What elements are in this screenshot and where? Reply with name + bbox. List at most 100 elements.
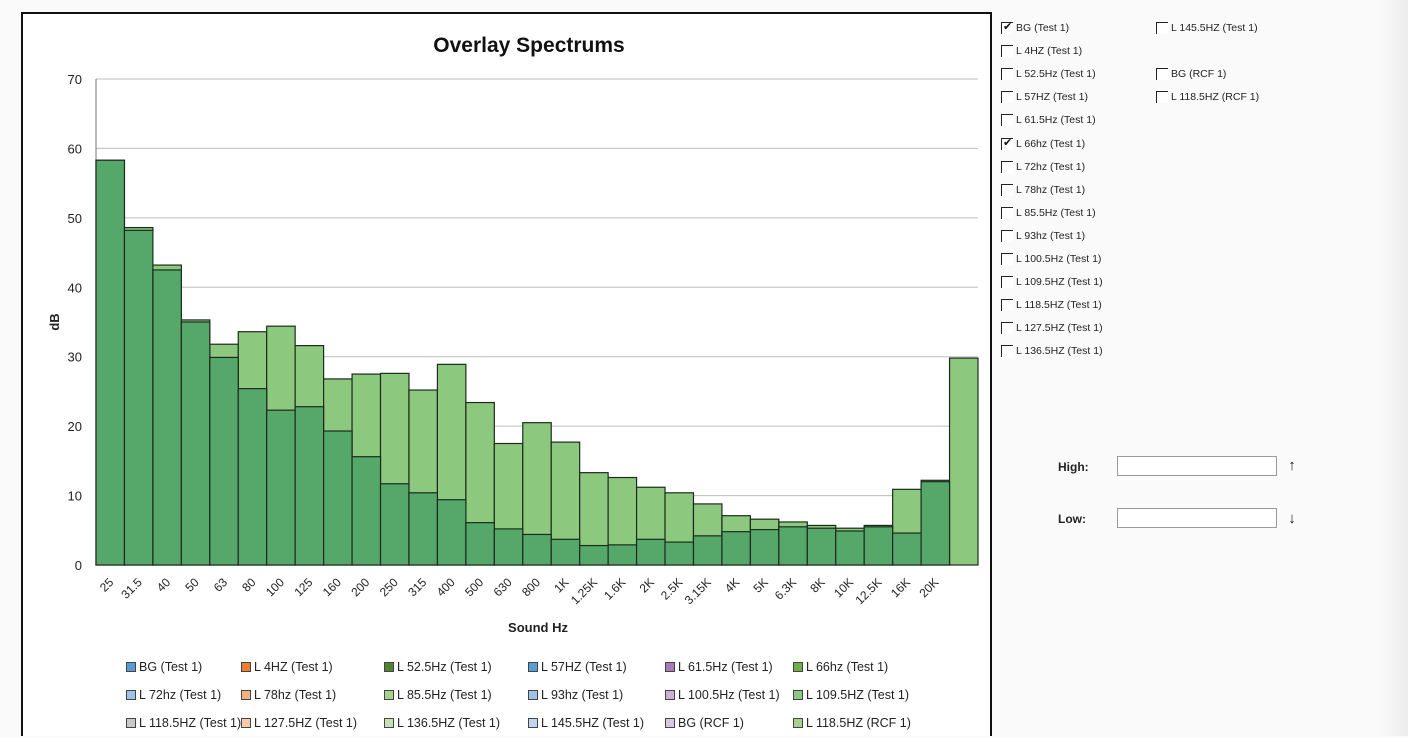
y-tick-label: 60 [68,141,82,156]
legend-swatch [528,662,538,672]
bar-0-30 [948,357,979,566]
series-checkbox[interactable]: L 109.5HZ (Test 1) [1001,276,1103,289]
bar-1-23 [749,528,780,566]
checkbox-icon[interactable] [1001,183,1013,196]
bar-1-28 [892,532,922,566]
series-checkbox[interactable]: L 61.5Hz (Test 1) [1001,114,1096,127]
checkbox-icon[interactable] [1156,22,1168,34]
legend-item: L 136.5HZ (Test 1) [384,716,500,730]
series-checkbox[interactable]: L 52.5Hz (Test 1) [1001,68,1096,81]
bar-1-11 [408,492,439,566]
legend-label: L 66hz (Test 1) [806,660,889,674]
low-input[interactable] [1117,508,1277,528]
x-tick-label: 12.5K [852,575,884,607]
legend-item: L 72hz (Test 1) [126,688,221,702]
x-tick-label: 800 [519,575,543,599]
legend-swatch [793,662,803,672]
series-checkbox-label: BG (Test 1) [1016,22,1070,34]
legend-label: L 127.5HZ (Test 1) [254,716,358,730]
y-tick-label: 10 [68,489,82,504]
series-checkbox[interactable]: BG (Test 1) [1001,20,1070,34]
series-checkbox[interactable]: L 145.5HZ (Test 1) [1156,22,1258,34]
x-tick-label: 8K [807,575,827,595]
series-checkbox[interactable]: L 100.5Hz (Test 1) [1001,253,1101,265]
legend-swatch [665,690,675,700]
checkbox-icon[interactable] [1001,322,1013,335]
checkbox-icon[interactable] [1001,206,1013,219]
legend-swatch [126,662,136,672]
series-checkbox[interactable]: L 57HZ (Test 1) [1001,91,1088,104]
checkbox-icon[interactable] [1001,91,1013,104]
bar-1-27 [863,526,894,566]
x-tick-label: 63 [211,575,231,595]
legend-item: L 61.5Hz (Test 1) [665,660,773,674]
legend-swatch [241,662,251,672]
x-tick-label: 20K [916,575,941,600]
series-checkbox[interactable]: L 127.5HZ (Test 1) [1001,322,1103,335]
legend-item: L 118.5HZ (RCF 1) [793,716,911,730]
bar-1-4 [209,356,239,566]
x-tick-label: 40 [154,575,174,595]
series-checkbox[interactable]: L 78hz (Test 1) [1001,183,1085,196]
legend-item: L 57HZ (Test 1) [528,660,627,674]
bar-1-19 [635,538,666,566]
checkbox-icon[interactable] [1001,299,1013,312]
legend-item: L 78hz (Test 1) [241,688,336,702]
legend-item: BG (Test 1) [126,660,202,674]
series-checkbox[interactable]: BG (RCF 1) [1156,68,1226,80]
bar-1-10 [379,483,410,566]
legend-swatch [793,690,803,700]
y-axis-label: dB [47,313,62,330]
series-checkbox[interactable]: L 118.5HZ (RCF 1) [1156,91,1259,103]
bar-1-24 [778,526,808,566]
legend-item: L 109.5HZ (Test 1) [793,688,909,702]
checkbox-checked-icon[interactable] [1001,20,1013,34]
legend-label: L 118.5HZ (RCF 1) [806,716,911,730]
checkbox-icon[interactable] [1001,114,1013,127]
low-label: Low: [1058,512,1086,526]
arrow-down-icon[interactable]: ↓ [1288,510,1296,527]
y-tick-label: 30 [68,350,82,365]
bar-1-12 [436,499,467,566]
x-tick-label: 31.5 [118,575,145,602]
legend-swatch [793,718,803,728]
series-checkbox[interactable]: L 66hz (Test 1) [1001,136,1085,150]
series-checkbox[interactable]: L 4HZ (Test 1) [1001,45,1082,58]
bar-1-9 [351,456,382,566]
series-checkbox[interactable]: L 93hz (Test 1) [1001,229,1085,242]
legend-swatch [126,690,136,700]
series-checkbox-label: L 136.5HZ (Test 1) [1016,345,1103,358]
bar-1-15 [522,533,552,566]
x-tick-label: 25 [97,575,117,595]
series-checkbox[interactable]: L 85.5Hz (Test 1) [1001,206,1096,219]
high-input[interactable] [1117,456,1277,476]
x-tick-label: 315 [405,575,429,599]
bar-1-16 [550,538,581,566]
bar-1-2 [152,269,182,566]
series-checkbox-label: L 118.5HZ (Test 1) [1016,299,1102,312]
checkbox-icon[interactable] [1001,253,1013,265]
checkbox-icon[interactable] [1001,45,1013,58]
legend-label: L 78hz (Test 1) [254,688,337,702]
checkbox-icon[interactable] [1156,91,1168,103]
series-checkbox-label: BG (RCF 1) [1171,68,1227,80]
checkbox-icon[interactable] [1001,229,1013,242]
bar-1-26 [835,530,865,566]
checkbox-icon[interactable] [1001,345,1013,358]
x-tick-label: 4K [722,575,742,595]
checkbox-icon[interactable] [1001,68,1013,81]
legend-label: BG (Test 1) [139,660,203,674]
legend-swatch [528,718,538,728]
legend-item: L 145.5HZ (Test 1) [528,716,644,730]
series-checkbox[interactable]: L 72hz (Test 1) [1001,160,1085,173]
legend-item: L 52.5Hz (Test 1) [384,660,492,674]
checkbox-checked-icon[interactable] [1001,136,1013,150]
series-checkbox[interactable]: L 118.5HZ (Test 1) [1001,299,1102,312]
checkbox-icon[interactable] [1001,160,1013,173]
bar-1-0 [95,159,126,566]
series-checkbox[interactable]: L 136.5HZ (Test 1) [1001,345,1103,358]
legend-label: L 85.5Hz (Test 1) [397,688,492,702]
checkbox-icon[interactable] [1156,68,1168,80]
arrow-up-icon[interactable]: ↑ [1288,457,1296,474]
checkbox-icon[interactable] [1001,276,1013,289]
